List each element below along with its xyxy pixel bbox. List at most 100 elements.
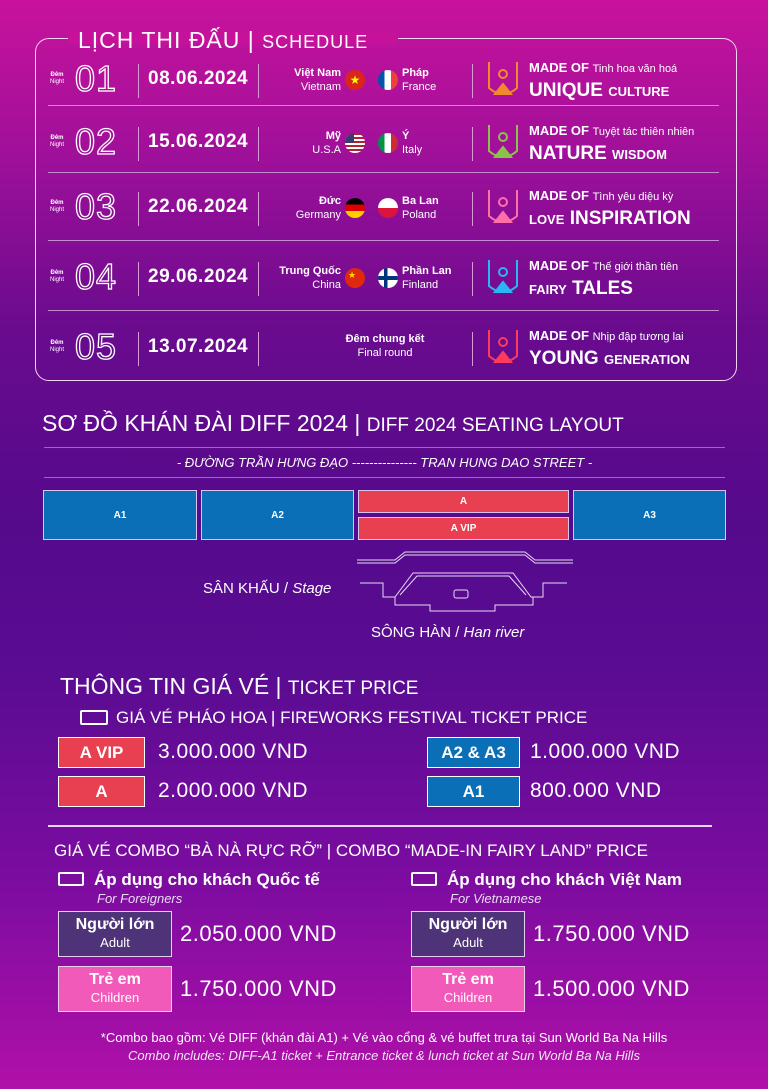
stage-label-vi: SÂN KHẤU / — [203, 580, 289, 597]
team-1-vi: Việt Nam — [294, 67, 341, 79]
child-label-vi: Trẻ em — [442, 971, 494, 988]
made-of-label: MADE OF — [529, 328, 589, 343]
night-number: 02 — [74, 120, 118, 162]
night-number: 01 — [74, 57, 118, 99]
divider — [138, 64, 139, 98]
ticket-icon — [58, 872, 84, 886]
team-1-vi: Đức — [318, 195, 341, 207]
combo-title: GIÁ VÉ COMBO “BÀ NÀ RỰC RỠ” | COMBO “MAD… — [54, 841, 648, 860]
price-value: 1.000.000 VND — [530, 740, 681, 763]
divider — [472, 64, 473, 98]
river-label-en: Han river — [463, 624, 525, 641]
theme-made-of: MADE OF Nhịp đập tương lai — [529, 328, 684, 343]
adult-badge: Người lớn Adult — [58, 911, 172, 957]
schedule-row: Đêm Night 02 15.06.2024 Mỹ U.S.A Ý Italy MA… — [35, 113, 737, 173]
theme-made-of: MADE OF Tình yêu diệu kỳ — [529, 188, 673, 203]
theme-logo-icon — [488, 330, 518, 363]
theme-logo-icon — [488, 125, 518, 158]
combo-group-sub: For Foreigners — [97, 891, 183, 906]
final-round-vi: Đêm chung kết — [345, 333, 425, 345]
theme-vi: Tuyệt tác thiên nhiên — [592, 126, 695, 138]
team-2-vi: Pháp — [402, 67, 429, 79]
combo-note-en: Combo includes: DIFF-A1 ticket + Entranc… — [128, 1048, 640, 1063]
night-label: Đêm Night — [50, 200, 64, 214]
title-separator: | — [275, 673, 282, 699]
section-a3[interactable]: A3 — [573, 490, 726, 540]
fireworks-heading-text: GIÁ VÉ PHÁO HOA | FIREWORKS FESTIVAL TIC… — [116, 708, 588, 727]
section-a2[interactable]: A2 — [201, 490, 354, 540]
seating-title-vi: SƠ ĐỒ KHÁN ĐÀI DIFF 2024 — [42, 410, 349, 436]
final-round: Đêm chung kết Final round — [315, 332, 455, 360]
ticket-title-vi: THÔNG TIN GIÁ VÉ — [60, 673, 270, 699]
made-of-label: MADE OF — [529, 188, 589, 203]
section-a-vip[interactable]: A VIP — [358, 517, 569, 540]
team-1: Trung Quốc China — [279, 264, 341, 292]
combo-note-vi: *Combo bao gồm: Vé DIFF (khán đài A1) + … — [100, 1030, 668, 1045]
price-tier-badge: A2 & A3 — [427, 737, 520, 768]
night-label-vi: Đêm — [50, 340, 64, 346]
adult-price: 2.050.000 VND — [180, 921, 337, 946]
team-2-en: Poland — [402, 209, 437, 221]
price-tier-badge: A — [58, 776, 145, 807]
fireworks-heading: GIÁ VÉ PHÁO HOA | FIREWORKS FESTIVAL TIC… — [80, 708, 587, 728]
flag-icon — [345, 133, 365, 153]
divider — [258, 127, 259, 161]
divider — [472, 192, 473, 226]
row-divider — [48, 240, 719, 241]
theme-made-of: MADE OF Tuyệt tác thiên nhiên — [529, 123, 694, 138]
ticket-icon — [411, 872, 437, 886]
flag-icon: ★ — [345, 268, 365, 288]
title-backdrop — [68, 30, 398, 44]
stage-label: SÂN KHẤU / Stage — [203, 580, 331, 597]
divider — [258, 262, 259, 296]
divider — [44, 477, 725, 478]
flag-icon — [378, 198, 398, 218]
divider — [258, 64, 259, 98]
team-2-en: Finland — [402, 279, 439, 291]
theme-name: UNIQUE CULTURE — [529, 80, 669, 102]
theme-logo-icon — [488, 260, 518, 293]
seating-title: SƠ ĐỒ KHÁN ĐÀI DIFF 2024 | DIFF 2024 SEA… — [42, 410, 624, 437]
child-label-en: Children — [90, 990, 140, 1005]
made-of-label: MADE OF — [529, 123, 589, 138]
price-tier-badge: A1 — [427, 776, 520, 807]
team-1-vi: Mỹ — [325, 130, 341, 142]
team-2-vi: Phần Lan — [402, 265, 452, 277]
theme-vi: Thế giới thần tiên — [592, 261, 679, 273]
made-of-label: MADE OF — [529, 258, 589, 273]
team-2-en: Italy — [402, 144, 423, 156]
theme-vi: Tinh hoa văn hoá — [592, 63, 678, 75]
flag-icon: ★ — [345, 70, 365, 90]
price-value: 800.000 VND — [530, 779, 662, 802]
team-1-vi: Trung Quốc — [279, 265, 341, 277]
title-separator: | — [247, 27, 255, 53]
team-1-en: China — [312, 279, 341, 291]
schedule-subtitle: SCHEDULE — [262, 32, 369, 52]
ticket-subtitle: TICKET PRICE — [287, 678, 419, 699]
flag-icon — [378, 268, 398, 288]
schedule-row: Đêm Night 04 29.06.2024 Trung Quốc China ★… — [35, 248, 737, 308]
theme-made-of: MADE OF Thế giới thần tiên — [529, 258, 678, 273]
night-number: 03 — [74, 185, 118, 227]
match-date: 22.06.2024 — [148, 196, 249, 217]
theme-big: NATURE — [529, 143, 607, 164]
night-label-en: Night — [50, 277, 65, 283]
child-price: 1.750.000 VND — [180, 976, 337, 1001]
divider — [138, 332, 139, 366]
team-2-vi: Ba Lan — [402, 195, 439, 207]
row-divider — [48, 172, 719, 173]
night-label-en: Night — [50, 142, 65, 148]
combo-group-heading: Áp dụng cho khách Quốc tế — [58, 870, 320, 890]
section-a1[interactable]: A1 — [43, 490, 197, 540]
team-1-en: U.S.A — [312, 144, 341, 156]
stage-icon — [453, 589, 469, 599]
combo-group-heading-text: Áp dụng cho khách Việt Nam — [447, 870, 682, 889]
ticket-icon — [80, 710, 108, 725]
adult-label-en: Adult — [453, 935, 483, 950]
night-label-en: Night — [50, 207, 65, 213]
night-label-en: Night — [50, 79, 65, 85]
night-label-vi: Đêm — [50, 270, 64, 276]
section-a[interactable]: A — [358, 490, 569, 513]
divider — [258, 332, 259, 366]
match-date: 13.07.2024 — [148, 336, 249, 357]
